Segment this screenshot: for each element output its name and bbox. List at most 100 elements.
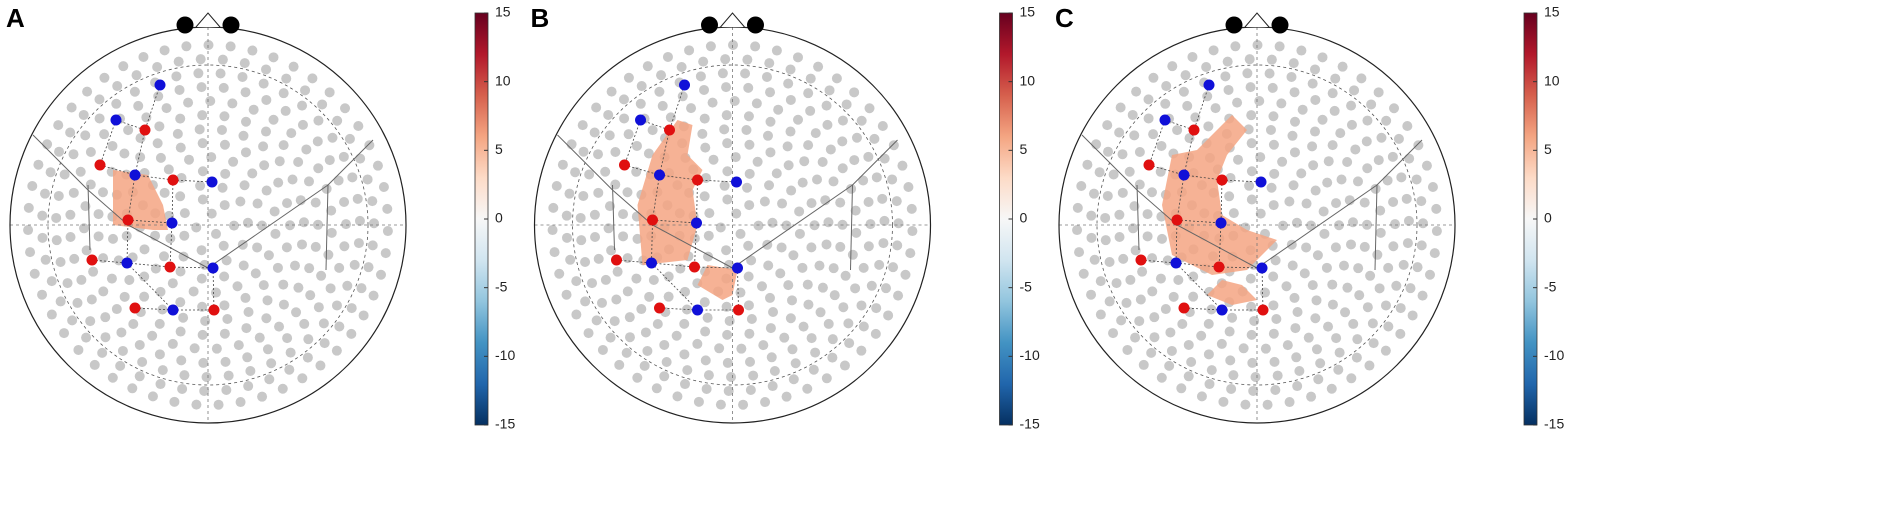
electrode bbox=[691, 217, 702, 229]
sensor bbox=[1190, 112, 1201, 123]
colorbar-tick-label: -10 bbox=[1544, 347, 1564, 363]
sensor bbox=[1277, 220, 1288, 231]
sensor bbox=[82, 86, 93, 97]
electrode bbox=[1178, 169, 1190, 181]
sensor bbox=[75, 166, 86, 177]
sensor bbox=[771, 45, 782, 56]
sensor bbox=[1292, 381, 1303, 392]
link bbox=[171, 179, 174, 224]
sensor bbox=[331, 345, 342, 356]
sensor bbox=[197, 166, 208, 177]
nose bbox=[720, 12, 745, 28]
sensor bbox=[123, 125, 134, 136]
sensor bbox=[152, 61, 163, 72]
sensor bbox=[159, 45, 170, 56]
sensor bbox=[289, 260, 300, 271]
sensor bbox=[864, 103, 875, 114]
sensor bbox=[174, 84, 185, 95]
sensor bbox=[736, 343, 747, 354]
sensor bbox=[302, 352, 313, 363]
sensor bbox=[45, 167, 56, 178]
colorbar-tick-label: 5 bbox=[495, 141, 503, 157]
sensor bbox=[72, 297, 83, 308]
sensor bbox=[1134, 146, 1145, 157]
sensor bbox=[1102, 190, 1113, 201]
electrode bbox=[664, 124, 675, 136]
link bbox=[651, 262, 698, 311]
sensor bbox=[878, 238, 889, 249]
electrode bbox=[1143, 159, 1155, 171]
sensor bbox=[1246, 329, 1257, 340]
sensor bbox=[80, 201, 91, 212]
electrode bbox=[122, 214, 134, 226]
sensor bbox=[1201, 61, 1212, 72]
sensor bbox=[603, 223, 614, 234]
sensor bbox=[730, 152, 741, 163]
ear bbox=[1225, 16, 1243, 34]
sensor bbox=[261, 64, 272, 75]
sensor bbox=[803, 88, 814, 99]
contour bbox=[557, 134, 898, 269]
colorbar-tick-label: 10 bbox=[1020, 72, 1036, 88]
panel-label: C bbox=[1055, 3, 1074, 33]
sensor bbox=[194, 124, 205, 135]
sensor bbox=[235, 397, 246, 408]
sensor bbox=[621, 347, 632, 358]
nose bbox=[1244, 12, 1270, 28]
sensor bbox=[93, 209, 104, 220]
sensor bbox=[746, 255, 757, 266]
sensor bbox=[268, 114, 279, 125]
sensor bbox=[233, 340, 244, 351]
sensor bbox=[1072, 225, 1083, 236]
sensor bbox=[278, 140, 289, 151]
sensor bbox=[1232, 97, 1243, 108]
sensor bbox=[699, 84, 710, 95]
sensor bbox=[618, 209, 629, 220]
sensor bbox=[259, 160, 270, 171]
contour bbox=[32, 134, 374, 269]
sensor bbox=[1244, 180, 1255, 191]
sensor bbox=[1255, 152, 1266, 163]
activation-patch bbox=[1162, 115, 1277, 275]
electrode bbox=[1255, 176, 1267, 188]
sensor bbox=[1269, 168, 1280, 179]
sensor bbox=[570, 167, 581, 178]
colorbar-tick-label: 5 bbox=[1020, 141, 1028, 157]
sensor bbox=[1186, 356, 1197, 367]
sensor bbox=[53, 120, 64, 131]
sensor bbox=[722, 138, 733, 149]
sensor bbox=[1299, 268, 1310, 279]
sensor bbox=[1288, 58, 1299, 69]
sensor bbox=[799, 156, 810, 167]
sensor bbox=[1327, 279, 1338, 290]
sensor bbox=[831, 73, 842, 84]
sensor bbox=[721, 82, 732, 93]
sensor bbox=[1350, 144, 1361, 155]
sensor bbox=[65, 209, 76, 220]
sensor bbox=[675, 263, 686, 274]
sensor bbox=[624, 312, 635, 323]
sensor bbox=[167, 278, 178, 289]
sensor bbox=[751, 98, 762, 109]
sensor bbox=[745, 356, 756, 367]
sensor bbox=[590, 231, 601, 242]
sensor bbox=[888, 140, 899, 151]
sensor bbox=[809, 220, 820, 231]
sensor bbox=[272, 262, 283, 273]
sensor bbox=[743, 82, 754, 93]
ear bbox=[701, 16, 718, 34]
sensor bbox=[794, 206, 805, 217]
sensor bbox=[178, 251, 189, 262]
sensor bbox=[340, 103, 351, 114]
sensor bbox=[1155, 166, 1166, 177]
sensor bbox=[835, 241, 846, 252]
sensor bbox=[654, 86, 665, 97]
sensor bbox=[1352, 334, 1363, 345]
sensor bbox=[375, 269, 386, 280]
sensor bbox=[189, 343, 200, 354]
sensor bbox=[561, 289, 572, 300]
sensor bbox=[88, 266, 99, 277]
sensor bbox=[315, 360, 326, 371]
sensor bbox=[93, 231, 104, 242]
sensor bbox=[282, 198, 293, 209]
